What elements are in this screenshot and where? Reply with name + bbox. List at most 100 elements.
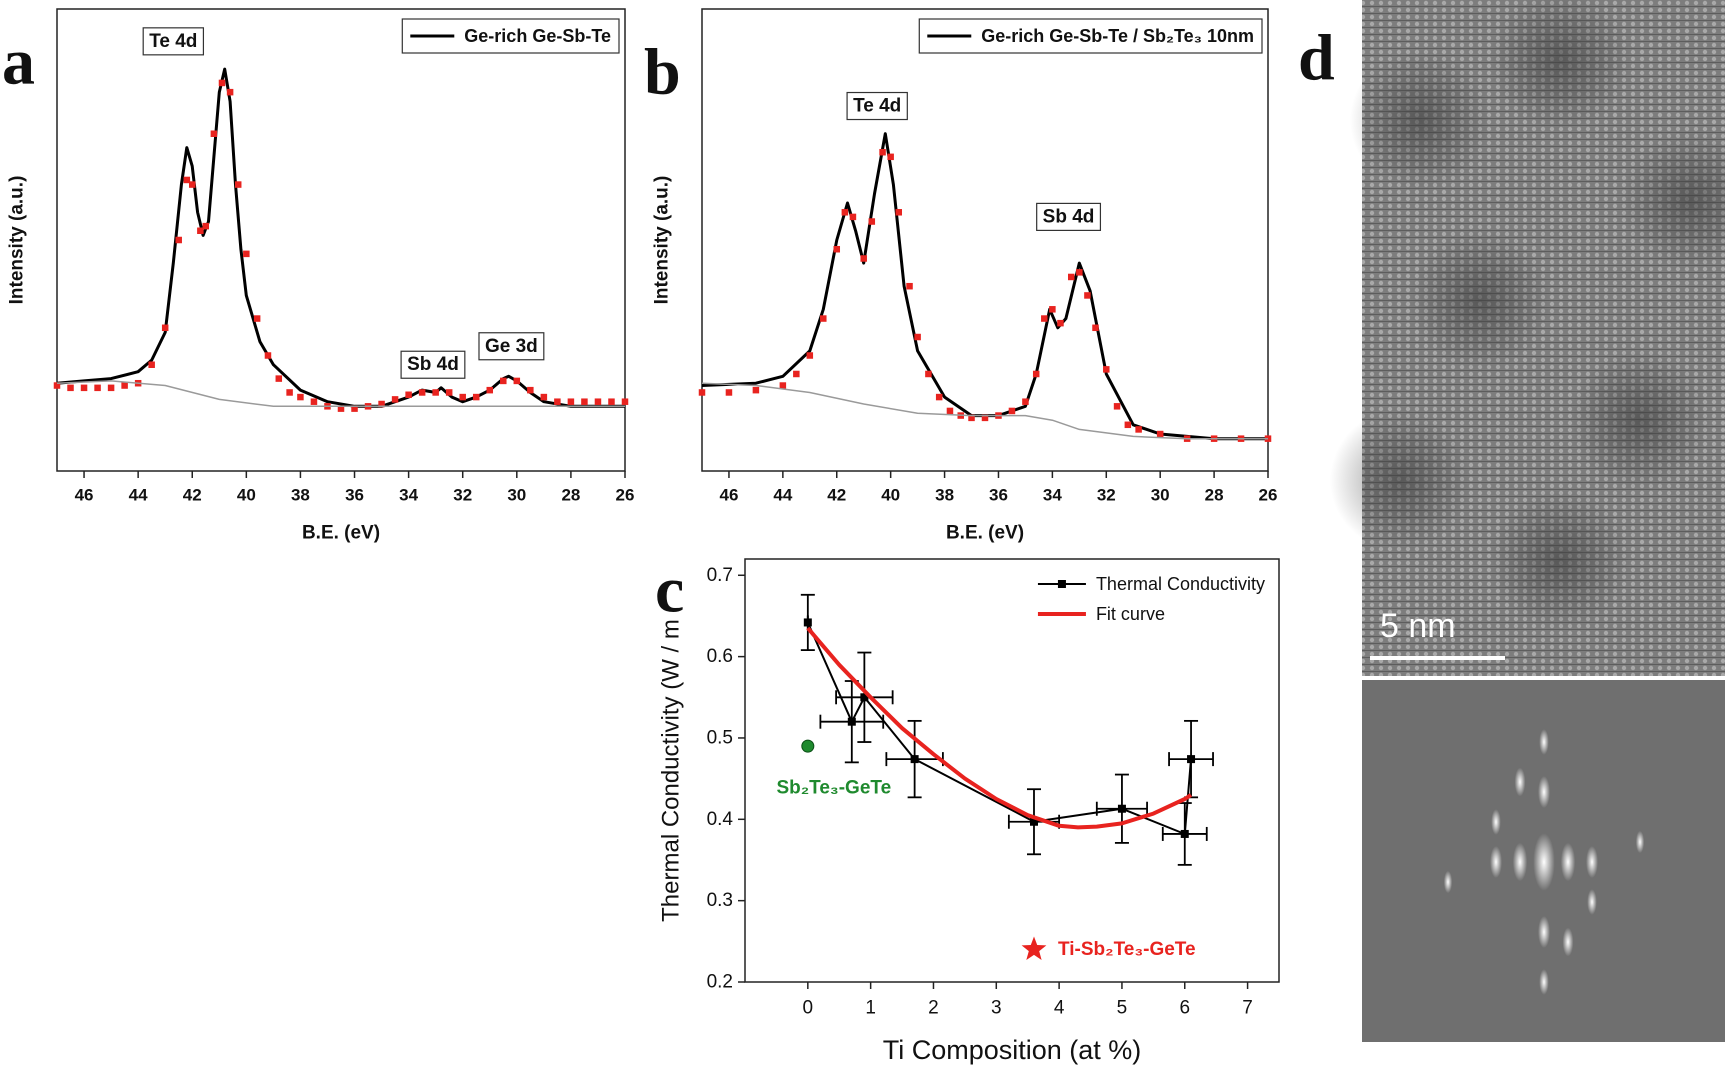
data-point <box>391 396 399 403</box>
y-tick-label: 0.2 <box>707 972 733 993</box>
annotation: Ti-Sb₂Te₃-GeTe <box>1058 939 1196 960</box>
fft-spot <box>1538 916 1550 948</box>
x-tick-label: 40 <box>881 486 900 505</box>
data-point <box>1187 755 1196 764</box>
data-point <box>405 391 412 399</box>
x-tick-label: 46 <box>75 486 94 505</box>
data-point <box>80 384 88 392</box>
scale-bar-label: 5 nm <box>1380 607 1456 645</box>
fft-spot <box>1512 842 1528 882</box>
data-point <box>925 370 932 378</box>
x-tick-label: 42 <box>183 486 202 505</box>
image-shade <box>1490 490 1630 630</box>
legend-label: Ge-rich Ge-Sb-Te / Sb₂Te₃ 10nm <box>981 26 1254 46</box>
fft-spot <box>1635 830 1645 854</box>
data-point <box>540 393 548 401</box>
data-point <box>234 181 242 188</box>
image-shade <box>1490 0 1630 130</box>
image-shade <box>1410 230 1550 370</box>
fft-spot <box>1539 729 1549 755</box>
legend-label: Ge-rich Ge-Sb-Te <box>464 26 611 46</box>
annotation-box <box>142 27 205 56</box>
data-point <box>1180 829 1189 838</box>
data-point <box>1057 319 1064 327</box>
fft-spot <box>1586 846 1598 878</box>
data-point <box>698 389 706 396</box>
series-line <box>806 622 1192 835</box>
fft-spot <box>1560 842 1576 882</box>
fft-spot <box>1514 767 1526 797</box>
data-point <box>459 393 466 401</box>
data-point <box>1022 398 1029 405</box>
x-axis-label: Ti Composition (at %) <box>883 1035 1142 1065</box>
data-point <box>906 282 913 290</box>
data-point <box>841 209 849 216</box>
panel-letter: c <box>655 554 684 627</box>
data-point <box>175 236 182 244</box>
data-point <box>1029 817 1038 826</box>
data-point <box>914 333 921 341</box>
plot-frame <box>701 8 1269 472</box>
x-tick-label: 26 <box>616 486 635 505</box>
panel-letter: a <box>2 26 35 99</box>
annotation-box <box>846 91 908 121</box>
data-point <box>351 405 358 412</box>
series-line <box>701 382 1268 440</box>
data-point <box>1135 426 1142 433</box>
data-point <box>910 755 919 764</box>
x-axis-label: B.E. (eV) <box>946 523 1024 544</box>
data-point <box>567 398 575 405</box>
data-point <box>445 389 453 396</box>
data-point <box>1156 430 1164 438</box>
data-point <box>860 255 867 262</box>
fft-spot <box>1533 833 1555 891</box>
data-point <box>286 389 293 396</box>
x-tick-label: 34 <box>399 486 418 505</box>
annotation-box <box>400 350 466 379</box>
annotation: Te 4d <box>853 96 901 117</box>
fft-spot <box>1538 776 1550 808</box>
data-point <box>161 324 169 332</box>
image-shade <box>1330 410 1470 550</box>
x-tick-label: 44 <box>129 486 148 505</box>
x-tick-label: 0 <box>803 998 814 1019</box>
fft-spot <box>1539 969 1549 995</box>
data-point <box>608 398 615 405</box>
annotation: Sb 4d <box>407 354 459 375</box>
data-point <box>1049 306 1056 313</box>
data-point <box>1041 315 1048 322</box>
fft-spot <box>1491 809 1501 835</box>
data-point <box>594 398 602 405</box>
x-tick-label: 38 <box>935 486 954 505</box>
data-point <box>1032 370 1040 378</box>
legend-label: Fit curve <box>1096 604 1165 624</box>
x-tick-label: 34 <box>1043 486 1062 505</box>
data-point <box>887 153 894 161</box>
x-tick-label: 2 <box>928 998 939 1019</box>
data-point <box>527 386 534 394</box>
x-tick-label: 5 <box>1117 998 1128 1019</box>
x-tick-label: 46 <box>719 486 738 505</box>
data-point <box>310 398 318 405</box>
data-point <box>554 398 561 405</box>
data-point <box>210 130 218 137</box>
data-point <box>188 181 196 188</box>
image-shade <box>1570 350 1710 490</box>
y-tick-label: 0.6 <box>707 646 733 667</box>
y-tick-label: 0.5 <box>707 727 733 748</box>
panel-letter: d <box>1298 22 1335 95</box>
annotation: Te 4d <box>149 31 197 52</box>
x-tick-label: 1 <box>865 998 876 1019</box>
legend-box <box>918 18 1263 54</box>
data-point <box>752 386 760 394</box>
fft-spot <box>1490 846 1502 878</box>
data-point <box>337 405 345 412</box>
data-point <box>275 375 283 382</box>
annotation: Sb₂Te₃-GeTe <box>776 778 891 799</box>
x-tick-label: 3 <box>991 998 1002 1019</box>
data-point <box>847 717 856 726</box>
data-point <box>1084 292 1091 299</box>
data-point <box>53 382 61 389</box>
data-point <box>513 377 521 385</box>
data-point <box>806 352 814 359</box>
